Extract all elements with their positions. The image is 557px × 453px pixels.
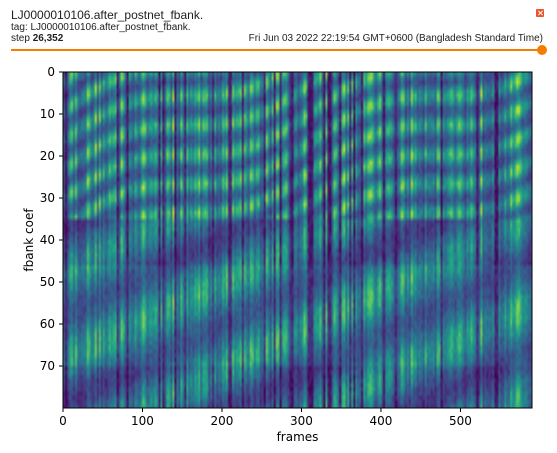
close-icon[interactable] — [536, 9, 544, 17]
y-tick-label: 10 — [40, 107, 55, 121]
y-tick-label: 50 — [40, 275, 55, 289]
step-value: 26,352 — [32, 33, 64, 44]
timestamp: Fri Jun 03 2022 22:19:54 GMT+0600 (Bangl… — [248, 33, 543, 44]
y-axis-label: fbank coef — [22, 208, 36, 272]
x-axis-label: frames — [277, 430, 319, 444]
y-tick-label: 60 — [40, 317, 55, 331]
x-tick-label: 200 — [211, 414, 234, 428]
card-title: LJ0000010106.after_postnet_fbank. — [11, 8, 204, 22]
heatmap-chart: 0 100 200 300 400 500 0 10 20 30 40 50 60 70 frames fba… — [22, 65, 533, 444]
step-line: step 26,352 — [11, 33, 63, 45]
x-tick-label: 0 — [59, 414, 67, 428]
heatmap-figure: 0 100 200 300 400 500 0 10 20 30 40 50 60 70 frames fba… — [0, 60, 557, 453]
y-tick-label: 0 — [47, 65, 55, 79]
x-tick-label: 100 — [131, 414, 154, 428]
x-tick-label: 500 — [449, 414, 472, 428]
y-tick-label: 20 — [40, 149, 55, 163]
y-tick-label: 40 — [40, 233, 55, 247]
step-label: step — [11, 33, 30, 44]
y-tick-label: 70 — [40, 359, 55, 373]
step-slider-track[interactable] — [11, 49, 541, 51]
step-slider-thumb[interactable] — [537, 45, 547, 55]
tag-line: tag: LJ0000010106.after_postnet_fbank. — [11, 22, 191, 33]
x-tick-label: 400 — [370, 414, 393, 428]
heatmap-cells — [63, 72, 532, 408]
y-tick-label: 30 — [40, 191, 55, 205]
x-tick-label: 300 — [290, 414, 313, 428]
